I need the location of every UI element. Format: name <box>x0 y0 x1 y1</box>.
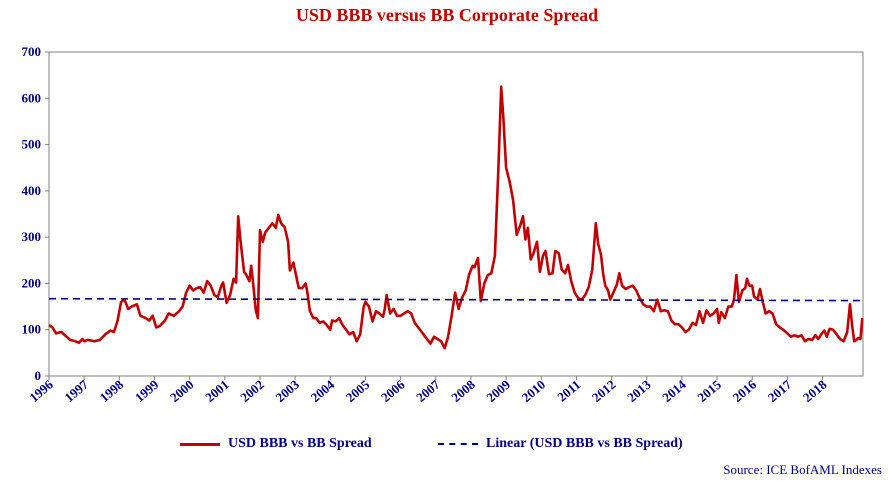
x-tick-label: 2008 <box>448 376 478 405</box>
x-tick-label: 2007 <box>413 376 443 405</box>
legend-label-linear: Linear (USD BBB vs BB Spread) <box>486 436 683 451</box>
x-tick-label: 2006 <box>378 376 408 405</box>
x-tick-label: 1997 <box>62 376 92 405</box>
y-tick-label: 700 <box>22 44 42 59</box>
source-note: Source: ICE BofAML Indexes <box>723 462 882 477</box>
x-tick-label: 2003 <box>273 376 303 405</box>
x-tick-label: 2015 <box>694 376 724 405</box>
x-tick-label: 2010 <box>519 377 549 405</box>
x-tick-label: 2000 <box>167 377 197 405</box>
x-tick-label: 1999 <box>132 376 162 405</box>
y-tick-label: 600 <box>22 90 42 105</box>
x-tick-label: 2012 <box>589 377 619 405</box>
y-tick-label: 300 <box>22 229 42 244</box>
x-tick-label: 1998 <box>97 376 127 405</box>
y-tick-label: 200 <box>22 275 42 290</box>
x-tick-label: 2014 <box>659 376 689 405</box>
y-tick-label: 500 <box>22 137 42 152</box>
legend-label-spread: USD BBB vs BB Spread <box>228 436 372 451</box>
x-tick-label: 2004 <box>308 376 338 405</box>
legend: USD BBB vs BB Spread Linear (USD BBB vs … <box>0 436 894 456</box>
x-tick-label: 2017 <box>765 376 795 405</box>
y-tick-label: 100 <box>22 322 42 337</box>
y-tick-label: 400 <box>22 183 42 198</box>
legend-swatch-dashed <box>438 443 478 445</box>
spread-series-line <box>48 85 864 350</box>
chart-title: USD BBB versus BB Corporate Spread <box>295 5 599 25</box>
x-tick-label: 1996 <box>26 376 56 405</box>
x-tick-label: 2011 <box>554 377 583 405</box>
legend-item-linear: Linear (USD BBB vs BB Spread) <box>438 436 683 452</box>
plot-frame <box>48 51 864 377</box>
x-tick-label: 2001 <box>202 377 232 405</box>
y-tick-label: 0 <box>35 368 42 383</box>
trendline-series <box>48 297 863 302</box>
x-tick-label: 2009 <box>483 376 513 405</box>
x-tick-label: 2013 <box>624 376 654 405</box>
legend-swatch-solid <box>180 442 220 446</box>
x-tick-label: 2018 <box>800 376 830 405</box>
x-tick-label: 2005 <box>343 376 373 405</box>
x-tick-label: 2016 <box>730 376 760 405</box>
x-tick-label: 2002 <box>237 377 267 405</box>
legend-item-spread: USD BBB vs BB Spread <box>180 436 372 452</box>
